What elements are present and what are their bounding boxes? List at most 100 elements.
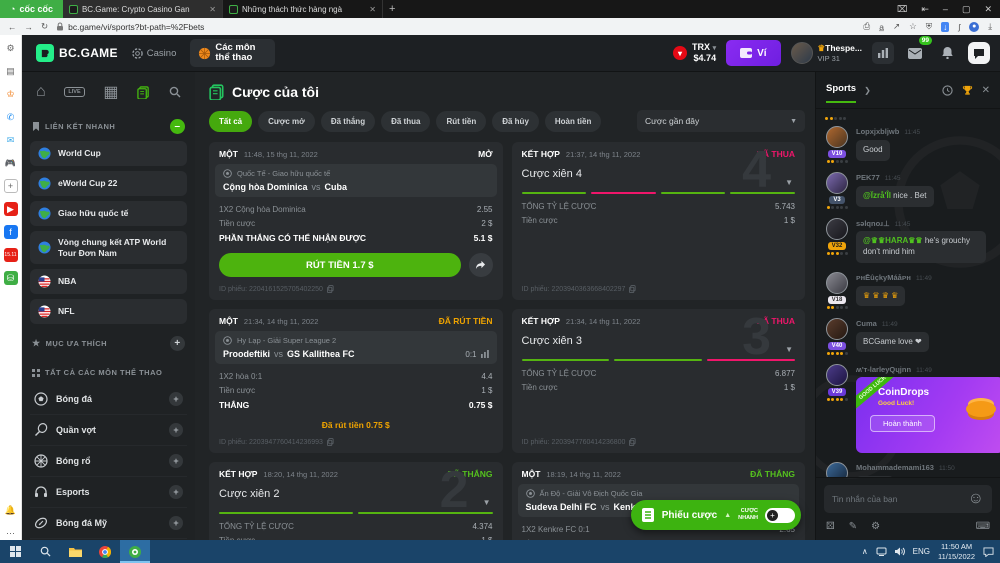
rail-add-icon[interactable]: + (3, 179, 18, 193)
filter-2[interactable]: Đã thắng (320, 110, 376, 132)
tab-search-icon[interactable]: ⌧ (897, 3, 908, 14)
filter-4[interactable]: Rút tiền (436, 110, 487, 132)
new-tab-button[interactable]: + (388, 3, 396, 15)
tray-network-icon[interactable] (876, 547, 887, 556)
chat-avatar[interactable] (826, 218, 848, 240)
chat-username[interactable]: Cuma (856, 318, 877, 328)
nav-sports[interactable]: Các môn thể thao (190, 38, 276, 68)
sidebar-search-icon[interactable] (169, 86, 181, 98)
wallet-button[interactable]: Ví (726, 40, 781, 66)
expand-sport-icon[interactable]: + (169, 454, 183, 469)
adblock-shield-icon[interactable]: ⛨ (925, 21, 933, 31)
sport-item-1[interactable]: Quần vợt + (30, 415, 187, 447)
currency-selector[interactable]: ▾ TRX ▾ $4.74 (673, 42, 716, 64)
coccoc-brand-button[interactable]: ◔ cốc cốc (0, 0, 63, 18)
tray-expand-icon[interactable]: ∧ (861, 547, 868, 556)
expand-combo-icon[interactable]: ▼ (482, 498, 491, 507)
chat-username[interactable]: ᴘʜĒûçkyMáåᴘʜ (856, 272, 911, 282)
chat-rules-icon[interactable]: ✎ (848, 521, 858, 532)
copy-icon[interactable] (629, 438, 636, 446)
bet-card-3[interactable]: KẾT HỢP 21:34, 14 thg 11, 2022 ĐÃ THUA 3… (511, 309, 805, 453)
sport-item-2[interactable]: Bóng rổ + (30, 446, 187, 478)
chat-avatar[interactable] (826, 363, 848, 386)
expand-combo-icon[interactable]: ▼ (785, 345, 793, 354)
chat-settings-icon[interactable]: ⚙ (871, 521, 881, 532)
expand-sport-icon[interactable]: + (169, 516, 183, 531)
start-button[interactable] (0, 540, 30, 563)
coindrop-tool-icon[interactable]: ⚄ (826, 521, 835, 532)
reload-button[interactable]: ↻ (41, 21, 49, 31)
rail-games-icon[interactable]: 🎮 (4, 157, 17, 168)
coindrops-complete-button[interactable]: Hoàn thành (870, 414, 935, 432)
match-stats-icon[interactable] (480, 350, 489, 358)
rail-facebook-icon[interactable]: f (3, 225, 18, 239)
expand-sport-icon[interactable]: + (169, 392, 183, 407)
chat-avatar[interactable] (826, 317, 848, 340)
chat-avatar[interactable] (826, 126, 848, 148)
chat-tab-chevron-icon[interactable]: ❯ (864, 85, 871, 95)
browser-profile-icon[interactable]: ● (969, 21, 980, 32)
tray-volume-icon[interactable] (894, 547, 905, 556)
bet-card-4[interactable]: KẾT HỢP 18:20, 14 thg 11, 2022 ĐÃ THẮNG … (209, 462, 503, 540)
combo-title[interactable]: Cược xiên 3 ▼ (521, 335, 794, 354)
rail-sale-icon[interactable]: 15.11 (3, 248, 18, 262)
copy-icon[interactable] (326, 438, 334, 446)
chat-username[interactable]: sәlqnoɹ⊥ (856, 219, 890, 228)
chat-trophy-icon[interactable] (962, 85, 973, 96)
leaderboard-icon[interactable] (872, 42, 894, 64)
file-explorer-icon[interactable] (60, 540, 90, 563)
sort-dropdown[interactable]: Cược gần đây ▼ (637, 110, 805, 132)
rail-youtube-icon[interactable]: ▶ (3, 202, 18, 216)
sidebar-mybets-icon[interactable] (137, 85, 150, 99)
event-box[interactable]: Hy Lạp - Giải Super League 2 Proodeftiki… (215, 331, 497, 364)
bet-card-0[interactable]: MỘT 11:48, 15 thg 11, 2022 MỞ Quốc Tế - … (209, 142, 503, 300)
tab-close-icon[interactable]: ✕ (369, 4, 376, 14)
quick-link-2[interactable]: Giao hữu quốc tế (30, 201, 187, 226)
expand-combo-icon[interactable]: ▼ (785, 178, 793, 187)
chat-avatar[interactable] (826, 271, 848, 294)
forward-button[interactable]: → (24, 21, 34, 32)
inbox-icon[interactable]: 99 (904, 36, 932, 64)
combo-title[interactable]: Cược xiên 2 ▼ (219, 488, 491, 507)
notifications-bell-icon[interactable] (936, 42, 958, 64)
chat-username[interactable]: Lopxjxbljwb (856, 127, 900, 136)
rail-reading-list-icon[interactable]: ▤ (6, 65, 15, 76)
chat-history-icon[interactable] (941, 84, 953, 96)
rail-shop-icon[interactable]: ⛁ (3, 271, 18, 285)
quick-link-1[interactable]: eWorld Cup 22 (30, 171, 187, 196)
filter-3[interactable]: Đã thua (381, 110, 431, 132)
nav-casino[interactable]: Casino (132, 48, 176, 59)
translate-icon[interactable]: a̲ (879, 21, 884, 32)
bet-card-1[interactable]: KẾT HỢP 21:37, 14 thg 11, 2022 ĐÃ THUA 4… (511, 142, 805, 300)
chat-username[interactable]: PEK77 (856, 173, 880, 182)
chat-username[interactable]: Mohammademami163 (856, 462, 934, 472)
share-icon[interactable]: ↗ (892, 21, 901, 31)
cashout-button[interactable]: RÚT TIỀN 1.7 $ (219, 253, 461, 277)
action-center-icon[interactable] (983, 546, 994, 557)
quick-link-5[interactable]: NFL (30, 299, 187, 325)
browser-tab-1[interactable]: Những thách thức hàng ngà ✕ (223, 0, 383, 18)
share-bet-button[interactable] (468, 253, 493, 277)
bet-card-2[interactable]: MỘT 21:34, 14 thg 11, 2022 ĐÃ RÚT TIỀN H… (209, 309, 503, 453)
taskbar-search-icon[interactable] (30, 540, 60, 563)
chat-username[interactable]: ʍ'ᴛ-larleyQɥjnn (856, 364, 912, 374)
sport-item-4[interactable]: Bóng đá Mỹ + (30, 508, 187, 540)
rail-settings-icon[interactable]: ⚙ (6, 42, 15, 53)
bookmark-star-icon[interactable]: ☆ (909, 21, 917, 31)
bcgame-logo[interactable]: BC.GAME (36, 44, 118, 62)
send-to-device-icon[interactable]: ⎙ (863, 21, 871, 31)
copy-icon[interactable] (326, 285, 334, 293)
chat-toggle-icon[interactable] (968, 42, 990, 64)
filter-0[interactable]: Tất cả (209, 110, 253, 132)
tray-clock[interactable]: 11:50 AM 11/15/2022 (938, 542, 975, 561)
tab-close-icon[interactable]: ✕ (209, 4, 216, 14)
chat-input[interactable] (832, 494, 962, 504)
chat-avatar[interactable] (826, 461, 848, 477)
combo-title[interactable]: Cược xiên 4 ▼ (521, 168, 794, 187)
expand-sport-icon[interactable]: + (169, 423, 183, 438)
window-close-button[interactable]: ✕ (984, 3, 992, 14)
event-box[interactable]: Quốc Tế - Giao hữu quốc tế Cộng hòa Domi… (215, 164, 497, 197)
reopen-tab-icon[interactable]: ⇤ (921, 3, 929, 14)
sport-item-3[interactable]: Esports + (30, 477, 187, 509)
betslip-button[interactable]: Phiếu cược ▲ CƯỢC NHANH + (630, 500, 801, 530)
